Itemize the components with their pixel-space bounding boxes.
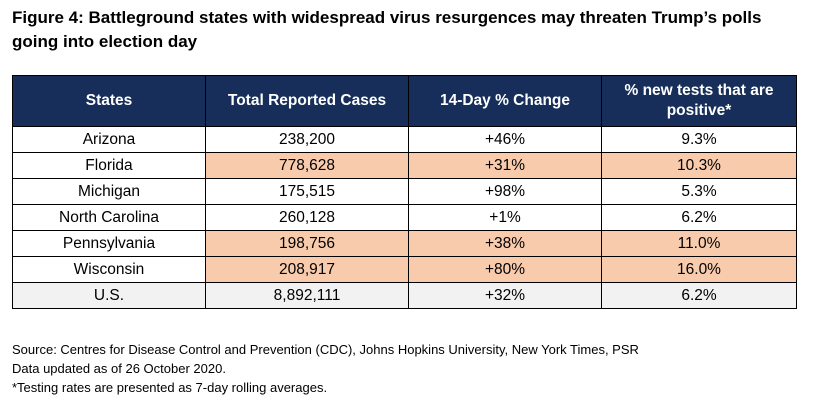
column-header-total-cases: Total Reported Cases (205, 75, 409, 127)
cell-14-day-change: +1% (408, 204, 602, 231)
cell-14-day-change: +38% (408, 230, 602, 257)
table-row: Arizona 238,200 +46% 9.3% (12, 126, 797, 153)
table-header-row: States Total Reported Cases 14-Day % Cha… (12, 75, 797, 127)
cell-state: Arizona (12, 126, 206, 153)
chart-title: Figure 4: Battleground states with wides… (12, 8, 762, 51)
cell-total-cases: 198,756 (205, 230, 409, 257)
cell-positive-rate: 10.3% (601, 152, 797, 179)
table-body: Arizona 238,200 +46% 9.3% Florida 778,628 +31%… (12, 126, 797, 309)
cell-total-cases: 260,128 (205, 204, 409, 231)
cell-14-day-change: +31% (408, 152, 602, 179)
data-table: States Total Reported Cases 14-Day % Cha… (12, 75, 797, 309)
cell-total-cases: 778,628 (205, 152, 409, 179)
cell-state: Michigan (12, 178, 206, 205)
cell-14-day-change: +46% (408, 126, 602, 153)
cell-state: Wisconsin (12, 256, 206, 283)
source-note: Source: Centres for Disease Control and … (12, 342, 639, 357)
cell-state: Pennsylvania (12, 230, 206, 257)
cell-total-cases: 8,892,111 (205, 282, 409, 309)
table-row-total: U.S. 8,892,111 +32% 6.2% (12, 282, 797, 309)
column-header-states: States (12, 75, 206, 127)
testing-note: *Testing rates are presented as 7-day ro… (12, 380, 328, 395)
updated-note: Data updated as of 26 October 2020. (12, 361, 226, 376)
column-header-14-day-change: 14-Day % Change (408, 75, 602, 127)
table-row: Wisconsin 208,917 +80% 16.0% (12, 256, 797, 283)
cell-state: North Carolina (12, 204, 206, 231)
table-row: Pennsylvania 198,756 +38% 11.0% (12, 230, 797, 257)
table-row: Michigan 175,515 +98% 5.3% (12, 178, 797, 205)
cell-positive-rate: 11.0% (601, 230, 797, 257)
cell-state: Florida (12, 152, 206, 179)
cell-positive-rate: 16.0% (601, 256, 797, 283)
cell-total-cases: 175,515 (205, 178, 409, 205)
cell-14-day-change: +98% (408, 178, 602, 205)
cell-total-cases: 208,917 (205, 256, 409, 283)
cell-14-day-change: +80% (408, 256, 602, 283)
cell-positive-rate: 9.3% (601, 126, 797, 153)
cell-positive-rate: 6.2% (601, 204, 797, 231)
table-row: Florida 778,628 +31% 10.3% (12, 152, 797, 179)
cell-state: U.S. (12, 282, 206, 309)
cell-positive-rate: 5.3% (601, 178, 797, 205)
footer-notes: Source: Centres for Disease Control and … (12, 340, 802, 397)
column-header-positive-tests: % new tests that are positive* (601, 75, 797, 127)
cell-total-cases: 238,200 (205, 126, 409, 153)
cell-14-day-change: +32% (408, 282, 602, 309)
cell-positive-rate: 6.2% (601, 282, 797, 309)
table-row: North Carolina 260,128 +1% 6.2% (12, 204, 797, 231)
